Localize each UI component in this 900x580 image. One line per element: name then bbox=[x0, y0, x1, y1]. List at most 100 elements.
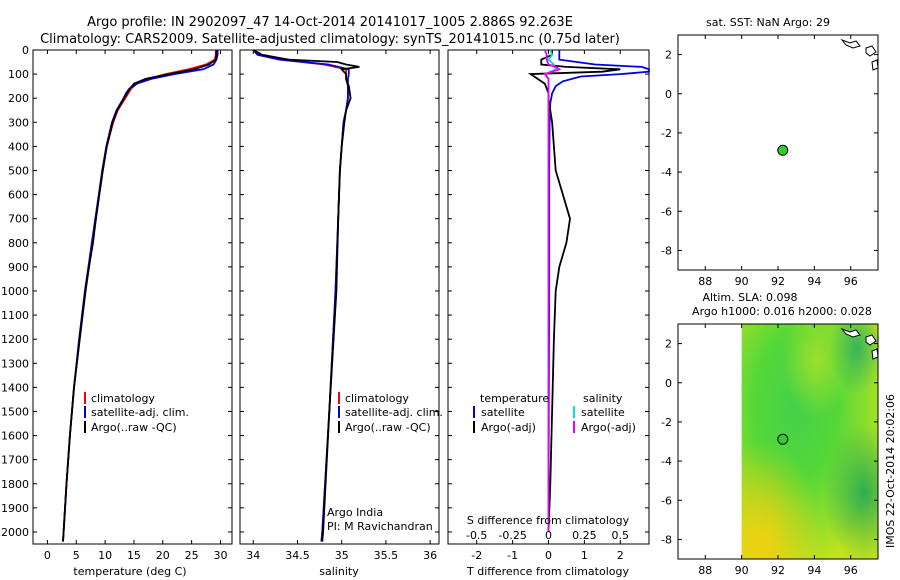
x-tick-label: 34 bbox=[246, 549, 260, 562]
coastline bbox=[840, 38, 879, 71]
lat-tick-label: -8 bbox=[661, 533, 672, 546]
difference-legend: temperature salinity satellite Argo(-adj… bbox=[473, 392, 636, 434]
salinity-legend: climatology satellite-adj. clim. Argo(..… bbox=[338, 392, 443, 434]
sla-map-panel: Altim. SLA: 0.098 Argo h1000: 0.016 h200… bbox=[661, 291, 897, 577]
depth-tick-label: 1600 bbox=[1, 430, 29, 443]
salinity-panel: 34 34.5 35 35.5 36 salinity climatology sate… bbox=[239, 49, 443, 578]
temperature-series bbox=[62, 50, 219, 542]
x-tick-label: 5 bbox=[73, 549, 80, 562]
sst-map-ticks: 88 90 92 94 96 2 0 -2 -4 -6 -8 bbox=[661, 35, 878, 288]
temperature-legend: climatology satellite-adj. clim. Argo(..… bbox=[84, 392, 189, 434]
s-tick-label: -0.25 bbox=[498, 529, 526, 542]
legend-s-argo-label: Argo(-adj) bbox=[581, 421, 636, 434]
lon-tick-label: 88 bbox=[698, 275, 712, 288]
s-tick-label: 0 bbox=[545, 529, 552, 542]
depth-tick-label: 800 bbox=[8, 237, 29, 250]
difference-y-ticks bbox=[448, 49, 649, 533]
coastline bbox=[840, 327, 879, 360]
legend-satellite-label: satellite-adj. clim. bbox=[345, 406, 443, 419]
float-position-marker bbox=[777, 144, 789, 156]
lat-tick-label: 0 bbox=[665, 88, 672, 101]
lat-tick-label: -8 bbox=[661, 244, 672, 257]
lon-tick-label: 94 bbox=[807, 564, 821, 577]
x-tick-label: 10 bbox=[98, 549, 112, 562]
depth-tick-label: 200 bbox=[8, 92, 29, 105]
temperature-axes-frame bbox=[32, 49, 233, 545]
lon-tick-label: 90 bbox=[735, 275, 749, 288]
imos-timestamp: IMOS 22-Oct-2014 20:02:06 bbox=[884, 394, 897, 548]
lon-tick-label: 92 bbox=[771, 275, 785, 288]
x-tick-label: 36 bbox=[423, 549, 437, 562]
depth-tick-label: 400 bbox=[8, 140, 29, 153]
series-line-argo-raw-qc- bbox=[252, 49, 360, 542]
lon-tick-label: 88 bbox=[698, 564, 712, 577]
depth-tick-label: 700 bbox=[8, 213, 29, 226]
x-tick-label: -1 bbox=[507, 549, 518, 562]
x-tick-label: 20 bbox=[156, 549, 170, 562]
legend-salinity-title: salinity bbox=[583, 392, 623, 405]
depth-tick-label: 1900 bbox=[1, 502, 29, 515]
series-line-argo-raw-qc- bbox=[62, 50, 218, 542]
x-tick-label: 2 bbox=[617, 549, 624, 562]
salinity-x-ticks: 34 34.5 35 35.5 36 bbox=[246, 50, 437, 562]
depth-tick-label: 1800 bbox=[1, 478, 29, 491]
difference-series bbox=[527, 49, 650, 533]
temperature-x-ticks: 0 5 10 15 20 25 30 bbox=[44, 50, 227, 562]
lat-tick-label: -4 bbox=[661, 455, 672, 468]
float-marker bbox=[777, 144, 789, 156]
sla-heatmap-field bbox=[741, 324, 878, 559]
legend-t-satellite-label: satellite bbox=[481, 406, 525, 419]
lat-tick-label: -4 bbox=[661, 166, 672, 179]
x-tick-label: 25 bbox=[185, 549, 199, 562]
lat-tick-label: 2 bbox=[665, 49, 672, 62]
x-tick-label: 0 bbox=[545, 549, 552, 562]
figure-title-line1: Argo profile: IN 2902097_47 14-Oct-2014 … bbox=[87, 15, 573, 30]
depth-tick-label: 1100 bbox=[1, 309, 29, 322]
temperature-xlabel: temperature (deg C) bbox=[73, 565, 186, 578]
depth-tick-label: 1200 bbox=[1, 333, 29, 346]
lat-tick-label: 2 bbox=[665, 338, 672, 351]
x-tick-label: 15 bbox=[127, 549, 141, 562]
x-tick-label: 35.5 bbox=[374, 549, 399, 562]
legend-climatology-label: climatology bbox=[345, 392, 409, 405]
lon-tick-label: 92 bbox=[771, 564, 785, 577]
sst-map-title: sat. SST: NaN Argo: 29 bbox=[706, 16, 830, 29]
pi-annotation: PI: M Ravichandran bbox=[327, 520, 433, 533]
salinity-y-ticks bbox=[240, 49, 439, 533]
sla-field-layer bbox=[741, 324, 878, 559]
depth-tick-label: 1700 bbox=[1, 454, 29, 467]
difference-panel: -2 -1 0 1 2 temperature salinity satellite A… bbox=[447, 49, 650, 578]
float-position-marker bbox=[777, 433, 789, 445]
depth-tick-label: 1300 bbox=[1, 357, 29, 370]
salinity-series bbox=[252, 49, 360, 542]
temperature-panel: 0100200300400500600700800900100011001200… bbox=[1, 44, 233, 578]
sst-map-panel: sat. SST: NaN Argo: 29 88 90 92 94 96 2 0 -2 -4 -… bbox=[661, 16, 879, 288]
x-tick-label: -2 bbox=[471, 549, 482, 562]
series-line-temperature-satellite bbox=[547, 50, 650, 533]
depth-tick-label: 300 bbox=[8, 116, 29, 129]
depth-tick-label: 600 bbox=[8, 189, 29, 202]
salinity-xlabel: salinity bbox=[319, 565, 359, 578]
depth-tick-label: 1500 bbox=[1, 405, 29, 418]
x-tick-label: 35 bbox=[335, 549, 349, 562]
depth-tick-label: 500 bbox=[8, 164, 29, 177]
lon-tick-label: 90 bbox=[735, 564, 749, 577]
depth-tick-label: 100 bbox=[8, 68, 29, 81]
s-tick-label: -0.5 bbox=[466, 529, 487, 542]
figure-title-line2: Climatology: CARS2009. Satellite-adjuste… bbox=[40, 32, 620, 47]
series-line-salinity-argo-adj- bbox=[543, 49, 562, 532]
depth-tick-label: 900 bbox=[8, 261, 29, 274]
depth-axis-ticks: 0 100 200 300 400 500 600 700 800 900 1000 1100 1200… bbox=[1, 44, 232, 539]
lon-tick-label: 96 bbox=[844, 275, 858, 288]
salinity-axes-frame bbox=[239, 49, 440, 545]
legend-argo-label: Argo(..raw -QC) bbox=[91, 421, 177, 434]
depth-tick-label: 2000 bbox=[1, 526, 29, 539]
lon-tick-label: 94 bbox=[807, 275, 821, 288]
s-difference-label: S difference from climatology bbox=[467, 514, 630, 527]
s-difference-ticks: -0.5 -0.25 0 0.25 0.5 bbox=[466, 529, 629, 542]
legend-argo-label: Argo(..raw -QC) bbox=[345, 421, 431, 434]
lat-tick-label: 0 bbox=[665, 377, 672, 390]
difference-x-ticks: -2 -1 0 1 2 bbox=[471, 50, 624, 562]
lon-tick-label: 96 bbox=[844, 564, 858, 577]
